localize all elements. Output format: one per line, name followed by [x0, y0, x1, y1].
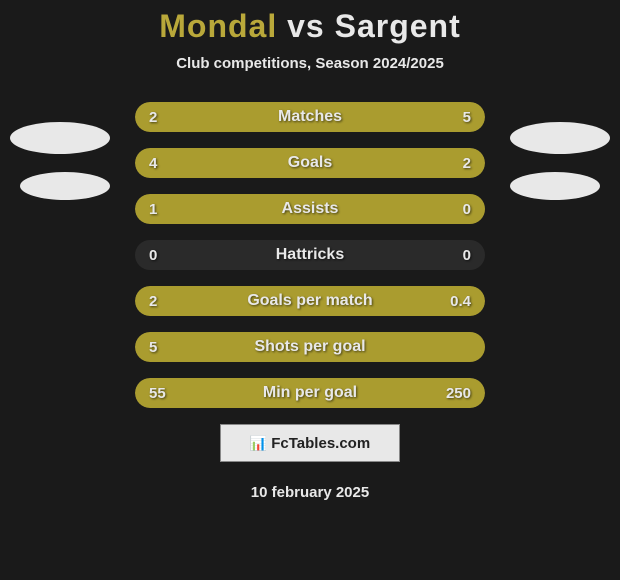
stat-bar-right-value: 0: [463, 240, 471, 270]
stat-bar-right-seg: [426, 286, 486, 316]
stat-bar-right-seg: [205, 378, 485, 408]
left-badge-placeholder-1: [10, 122, 110, 154]
stat-bar-left-seg: [135, 194, 485, 224]
stat-bar-right-seg: [370, 148, 486, 178]
stat-bar-left-seg: [135, 102, 240, 132]
title-left-name: Mondal: [159, 8, 277, 44]
stat-bar: Matches25: [135, 102, 485, 132]
right-badge-placeholder-2: [510, 172, 600, 200]
page-title: Mondal vs Sargent: [0, 8, 620, 45]
brand-text: FcTables.com: [271, 435, 370, 452]
stat-bars: Matches25 Goals42 Assists10 Hattricks0 0 Goal…: [135, 102, 485, 408]
stat-bar-left-value: 0: [149, 240, 157, 270]
stat-bar-right-seg: [240, 102, 485, 132]
chart-icon: 📊: [250, 435, 267, 452]
right-badge-placeholder-1: [510, 122, 610, 154]
stat-bar: Min per goal55250: [135, 378, 485, 408]
subtitle: Club competitions, Season 2024/2025: [0, 55, 620, 72]
stat-bar: Hattricks0 0: [135, 240, 485, 270]
brand-box[interactable]: 📊 FcTables.com: [220, 424, 400, 462]
stat-bar-label: Hattricks: [135, 240, 485, 270]
stat-bar-left-seg: [135, 286, 426, 316]
stat-bar-left-seg: [135, 148, 370, 178]
stat-bar-left-seg: [135, 378, 205, 408]
stat-bar-left-seg: [135, 332, 485, 362]
stat-bar: Shots per goal5: [135, 332, 485, 362]
comparison-card: Mondal vs Sargent Club competitions, Sea…: [0, 0, 620, 580]
stat-bar: Assists10: [135, 194, 485, 224]
left-badge-placeholder-2: [20, 172, 110, 200]
title-right-name: Sargent: [335, 8, 461, 44]
stat-bar: Goals per match20.4: [135, 286, 485, 316]
stat-bar: Goals42: [135, 148, 485, 178]
date-text: 10 february 2025: [0, 484, 620, 501]
title-vs: vs: [287, 8, 325, 44]
